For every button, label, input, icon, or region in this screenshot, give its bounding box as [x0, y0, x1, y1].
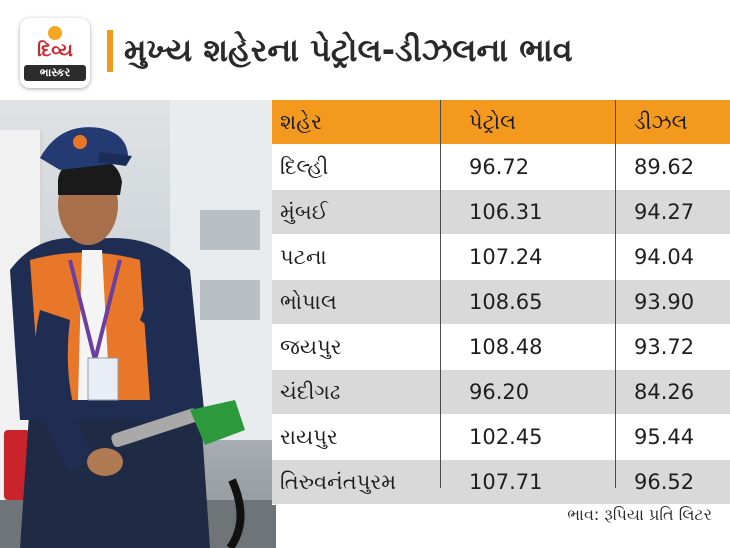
logo-line2: ભાસ્કર: [24, 65, 86, 81]
table-row: રાયપુર 102.45 95.44: [272, 415, 730, 460]
diesel-price-cell: 93.90: [634, 290, 695, 314]
city-cell: દિલ્હી: [280, 155, 329, 179]
table-row: ચંદીગઢ 96.20 84.26: [272, 370, 730, 415]
table-row: તિરુવનંતપુરમ 107.71 96.52: [272, 460, 730, 505]
city-cell: ચંદીગઢ: [280, 380, 341, 404]
table-row: દિલ્હી 96.72 89.62: [272, 145, 730, 190]
petrol-price-cell: 107.24: [469, 245, 543, 269]
diesel-price-cell: 93.72: [634, 335, 695, 359]
table-row: પટના 107.24 94.04: [272, 235, 730, 280]
column-divider: [615, 100, 616, 488]
city-cell: તિરુવનંતપુરમ: [280, 470, 397, 494]
city-cell: ભોપાલ: [280, 290, 337, 314]
column-divider: [440, 100, 441, 488]
city-cell: મુંબઈ: [280, 200, 328, 224]
diesel-price-cell: 94.27: [634, 200, 695, 224]
petrol-price-cell: 108.65: [469, 290, 543, 314]
city-cell: પટના: [280, 245, 327, 269]
attendant-figure: [10, 127, 245, 548]
petrol-price-cell: 106.31: [469, 200, 543, 224]
petrol-price-cell: 96.20: [469, 380, 530, 404]
table-header-row: શહેર પેટ્રોલ ડીઝલ: [272, 100, 730, 145]
diesel-price-cell: 96.52: [634, 470, 695, 494]
header: દિવ્ય ભાસ્કર મુખ્ય શહેરના પેટ્રોલ-ડીઝલના…: [0, 0, 730, 100]
diesel-price-cell: 95.44: [634, 425, 695, 449]
diesel-price-cell: 84.26: [634, 380, 695, 404]
petrol-price-cell: 108.48: [469, 335, 543, 359]
table-row: જયપુર 108.48 93.72: [272, 325, 730, 370]
sun-icon: [48, 26, 62, 40]
page-title: મુખ્ય શહેરના પેટ્રોલ-ડીઝલના ભાવ: [124, 31, 573, 69]
table-row: મુંબઈ 106.31 94.27: [272, 190, 730, 235]
title-accent-bar: [107, 30, 113, 72]
table-row: ભોપાલ 108.65 93.90: [272, 280, 730, 325]
diesel-price-cell: 89.62: [634, 155, 695, 179]
price-unit-note: ભાવ: રૂપિયા પ્રતિ લિટર: [567, 505, 712, 524]
diesel-price-cell: 94.04: [634, 245, 695, 269]
fuel-price-table: શહેર પેટ્રોલ ડીઝલ દિલ્હી 96.72 89.62 મું…: [272, 100, 730, 505]
city-cell: જયપુર: [280, 335, 342, 359]
petrol-price-cell: 107.71: [469, 470, 543, 494]
header-city: શહેર: [280, 110, 322, 134]
petrol-price-cell: 102.45: [469, 425, 543, 449]
city-cell: રાયપુર: [280, 425, 338, 449]
petrol-price-cell: 96.72: [469, 155, 530, 179]
header-petrol: પેટ્રોલ: [469, 110, 516, 134]
fuel-attendant-photo: [0, 100, 276, 548]
header-diesel: ડીઝલ: [634, 110, 688, 134]
logo-line1: દિવ્ય: [37, 40, 73, 61]
divya-bhaskar-logo: દિવ્ય ભાસ્કર: [20, 18, 90, 88]
